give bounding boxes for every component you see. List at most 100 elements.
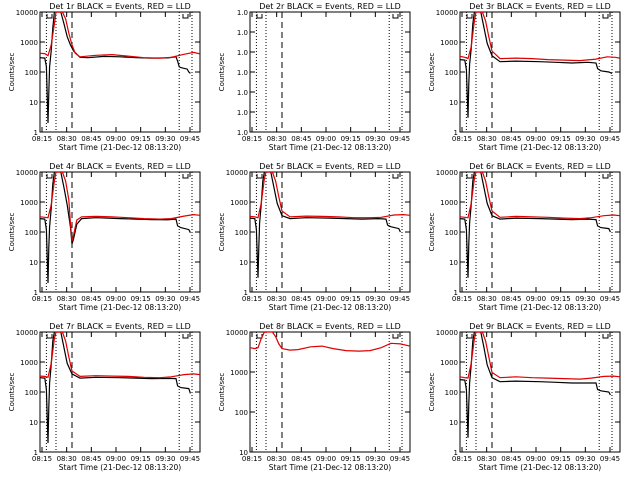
x-axis-label: Start Time (21-Dec-12 08:13:20) (269, 463, 391, 472)
panel-det-9: Det 9r BLACK = Events, RED = LLD 1 10 100 10… (428, 322, 621, 472)
x-tick-label: 08:45 (501, 135, 521, 143)
panel-det-8: Det 8r BLACK = Events, RED = LLD 10 100 100… (218, 322, 411, 472)
marker-glyph (182, 334, 189, 339)
x-tick-label: 09:15 (341, 135, 361, 143)
x-tick-label: 08:15 (242, 295, 262, 303)
x-tick-label: 09:15 (551, 135, 571, 143)
x-tick-label: 08:45 (501, 295, 521, 303)
y-tick-label: 10000 (226, 169, 248, 177)
lld-series-line (460, 12, 620, 62)
x-tick-label: 08:15 (32, 295, 52, 303)
y-tick-label: 10000 (436, 329, 458, 337)
x-axis-label: Start Time (21-Dec-12 08:13:20) (479, 303, 601, 312)
y-axis-label: Counts/sec (428, 53, 436, 92)
x-tick-label: 09:00 (526, 135, 546, 143)
x-tick-label: 08:30 (267, 295, 287, 303)
y-tick-label: 1000 (440, 359, 458, 367)
x-tick-label: 09:00 (526, 455, 546, 463)
x-tick-label: 09:30 (575, 135, 595, 143)
panel-title: Det 4r BLACK = Events, RED = LLD (49, 162, 191, 171)
y-tick-label: 10 (239, 259, 248, 267)
y-tick-label: 10 (449, 99, 458, 107)
marker-glyph (602, 14, 609, 19)
x-tick-label: 08:45 (81, 455, 101, 463)
x-tick-label: 08:30 (57, 295, 77, 303)
x-tick-label: 09:15 (551, 295, 571, 303)
y-tick-label: 100 (445, 389, 458, 397)
y-tick-label: 10 (29, 99, 38, 107)
panel-det-5: Det 5r BLACK = Events, RED = LLD 1 10 100 10… (218, 162, 411, 312)
events-series-line (40, 172, 191, 284)
y-tick-label: 1 (454, 129, 458, 137)
x-tick-label: 09:30 (365, 455, 385, 463)
panel-title: Det 6r BLACK = Events, RED = LLD (469, 162, 611, 171)
panel-det-4: Det 4r BLACK = Events, RED = LLD 1 10 100 10… (8, 162, 201, 312)
y-tick-label: 1 (34, 289, 38, 297)
panel-title: Det 5r BLACK = Events, RED = LLD (259, 162, 401, 171)
x-tick-label: 09:30 (155, 295, 175, 303)
x-tick-label: 09:15 (551, 455, 571, 463)
y-tick-label: 10000 (436, 9, 458, 17)
y-tick-label: 1.0 (237, 9, 248, 17)
x-tick-label: 09:00 (106, 455, 126, 463)
panel-title: Det 3r BLACK = Events, RED = LLD (469, 2, 611, 11)
panel-title: Det 7r BLACK = Events, RED = LLD (49, 322, 191, 331)
y-tick-label: 10000 (226, 329, 248, 337)
marker-glyph (466, 174, 473, 179)
x-tick-label: 09:45 (390, 295, 410, 303)
marker-glyph (466, 14, 473, 19)
x-tick-label: 09:45 (180, 455, 200, 463)
plot-frame (249, 331, 411, 453)
y-tick-label: 10 (239, 449, 248, 457)
y-tick-label: 1.0 (237, 129, 248, 137)
marker-glyph (466, 334, 473, 339)
panel-title: Det 1r BLACK = Events, RED = LLD (49, 2, 191, 11)
x-axis-label: Start Time (21-Dec-12 08:13:20) (59, 143, 181, 152)
x-tick-label: 08:30 (477, 455, 497, 463)
y-tick-label: 10000 (16, 169, 38, 177)
y-tick-label: 1000 (230, 369, 248, 377)
x-tick-label: 09:45 (390, 455, 410, 463)
y-tick-label: 1000 (230, 199, 248, 207)
x-tick-label: 09:30 (575, 295, 595, 303)
y-tick-label: 1.0 (237, 49, 248, 57)
x-tick-label: 08:45 (291, 455, 311, 463)
y-tick-label: 1.0 (237, 89, 248, 97)
y-tick-label: 10000 (16, 9, 38, 17)
x-tick-label: 08:15 (452, 455, 472, 463)
x-tick-label: 09:45 (180, 295, 200, 303)
lld-series-line (40, 172, 200, 242)
x-tick-label: 09:00 (316, 455, 336, 463)
events-series-line (40, 332, 191, 444)
marker-glyph (602, 174, 609, 179)
x-tick-label: 09:45 (600, 295, 620, 303)
x-tick-label: 09:15 (341, 455, 361, 463)
plot-frame (39, 11, 201, 133)
marker-glyph (182, 174, 189, 179)
y-tick-label: 100 (25, 69, 38, 77)
y-tick-label: 100 (25, 229, 38, 237)
y-tick-label: 10000 (436, 169, 458, 177)
x-tick-label: 09:15 (131, 455, 151, 463)
panel-det-2: Det 2r BLACK = Events, RED = LLD 1.0 1.0 1.… (218, 2, 411, 152)
x-axis-label: Start Time (21-Dec-12 08:13:20) (479, 463, 601, 472)
events-series-line (460, 172, 611, 278)
y-axis-label: Counts/sec (218, 53, 226, 92)
panel-title: Det 2r BLACK = Events, RED = LLD (259, 2, 401, 11)
lld-series-line (460, 332, 620, 380)
marker-glyph (392, 174, 399, 179)
marker-glyph (182, 14, 189, 19)
y-axis-label: Counts/sec (218, 213, 226, 252)
panel-title: Det 9r BLACK = Events, RED = LLD (469, 322, 611, 331)
x-tick-label: 09:00 (106, 135, 126, 143)
x-tick-label: 09:45 (390, 135, 410, 143)
x-tick-label: 08:45 (81, 295, 101, 303)
events-series-line (460, 332, 611, 438)
marker-glyph (392, 334, 399, 339)
panel-det-1: Det 1r BLACK = Events, RED = LLD 1 10 100 10… (8, 2, 201, 152)
x-axis-label: Start Time (21-Dec-12 08:13:20) (269, 143, 391, 152)
y-tick-label: 1.0 (237, 29, 248, 37)
events-series-line (250, 172, 401, 278)
x-tick-label: 08:45 (291, 295, 311, 303)
